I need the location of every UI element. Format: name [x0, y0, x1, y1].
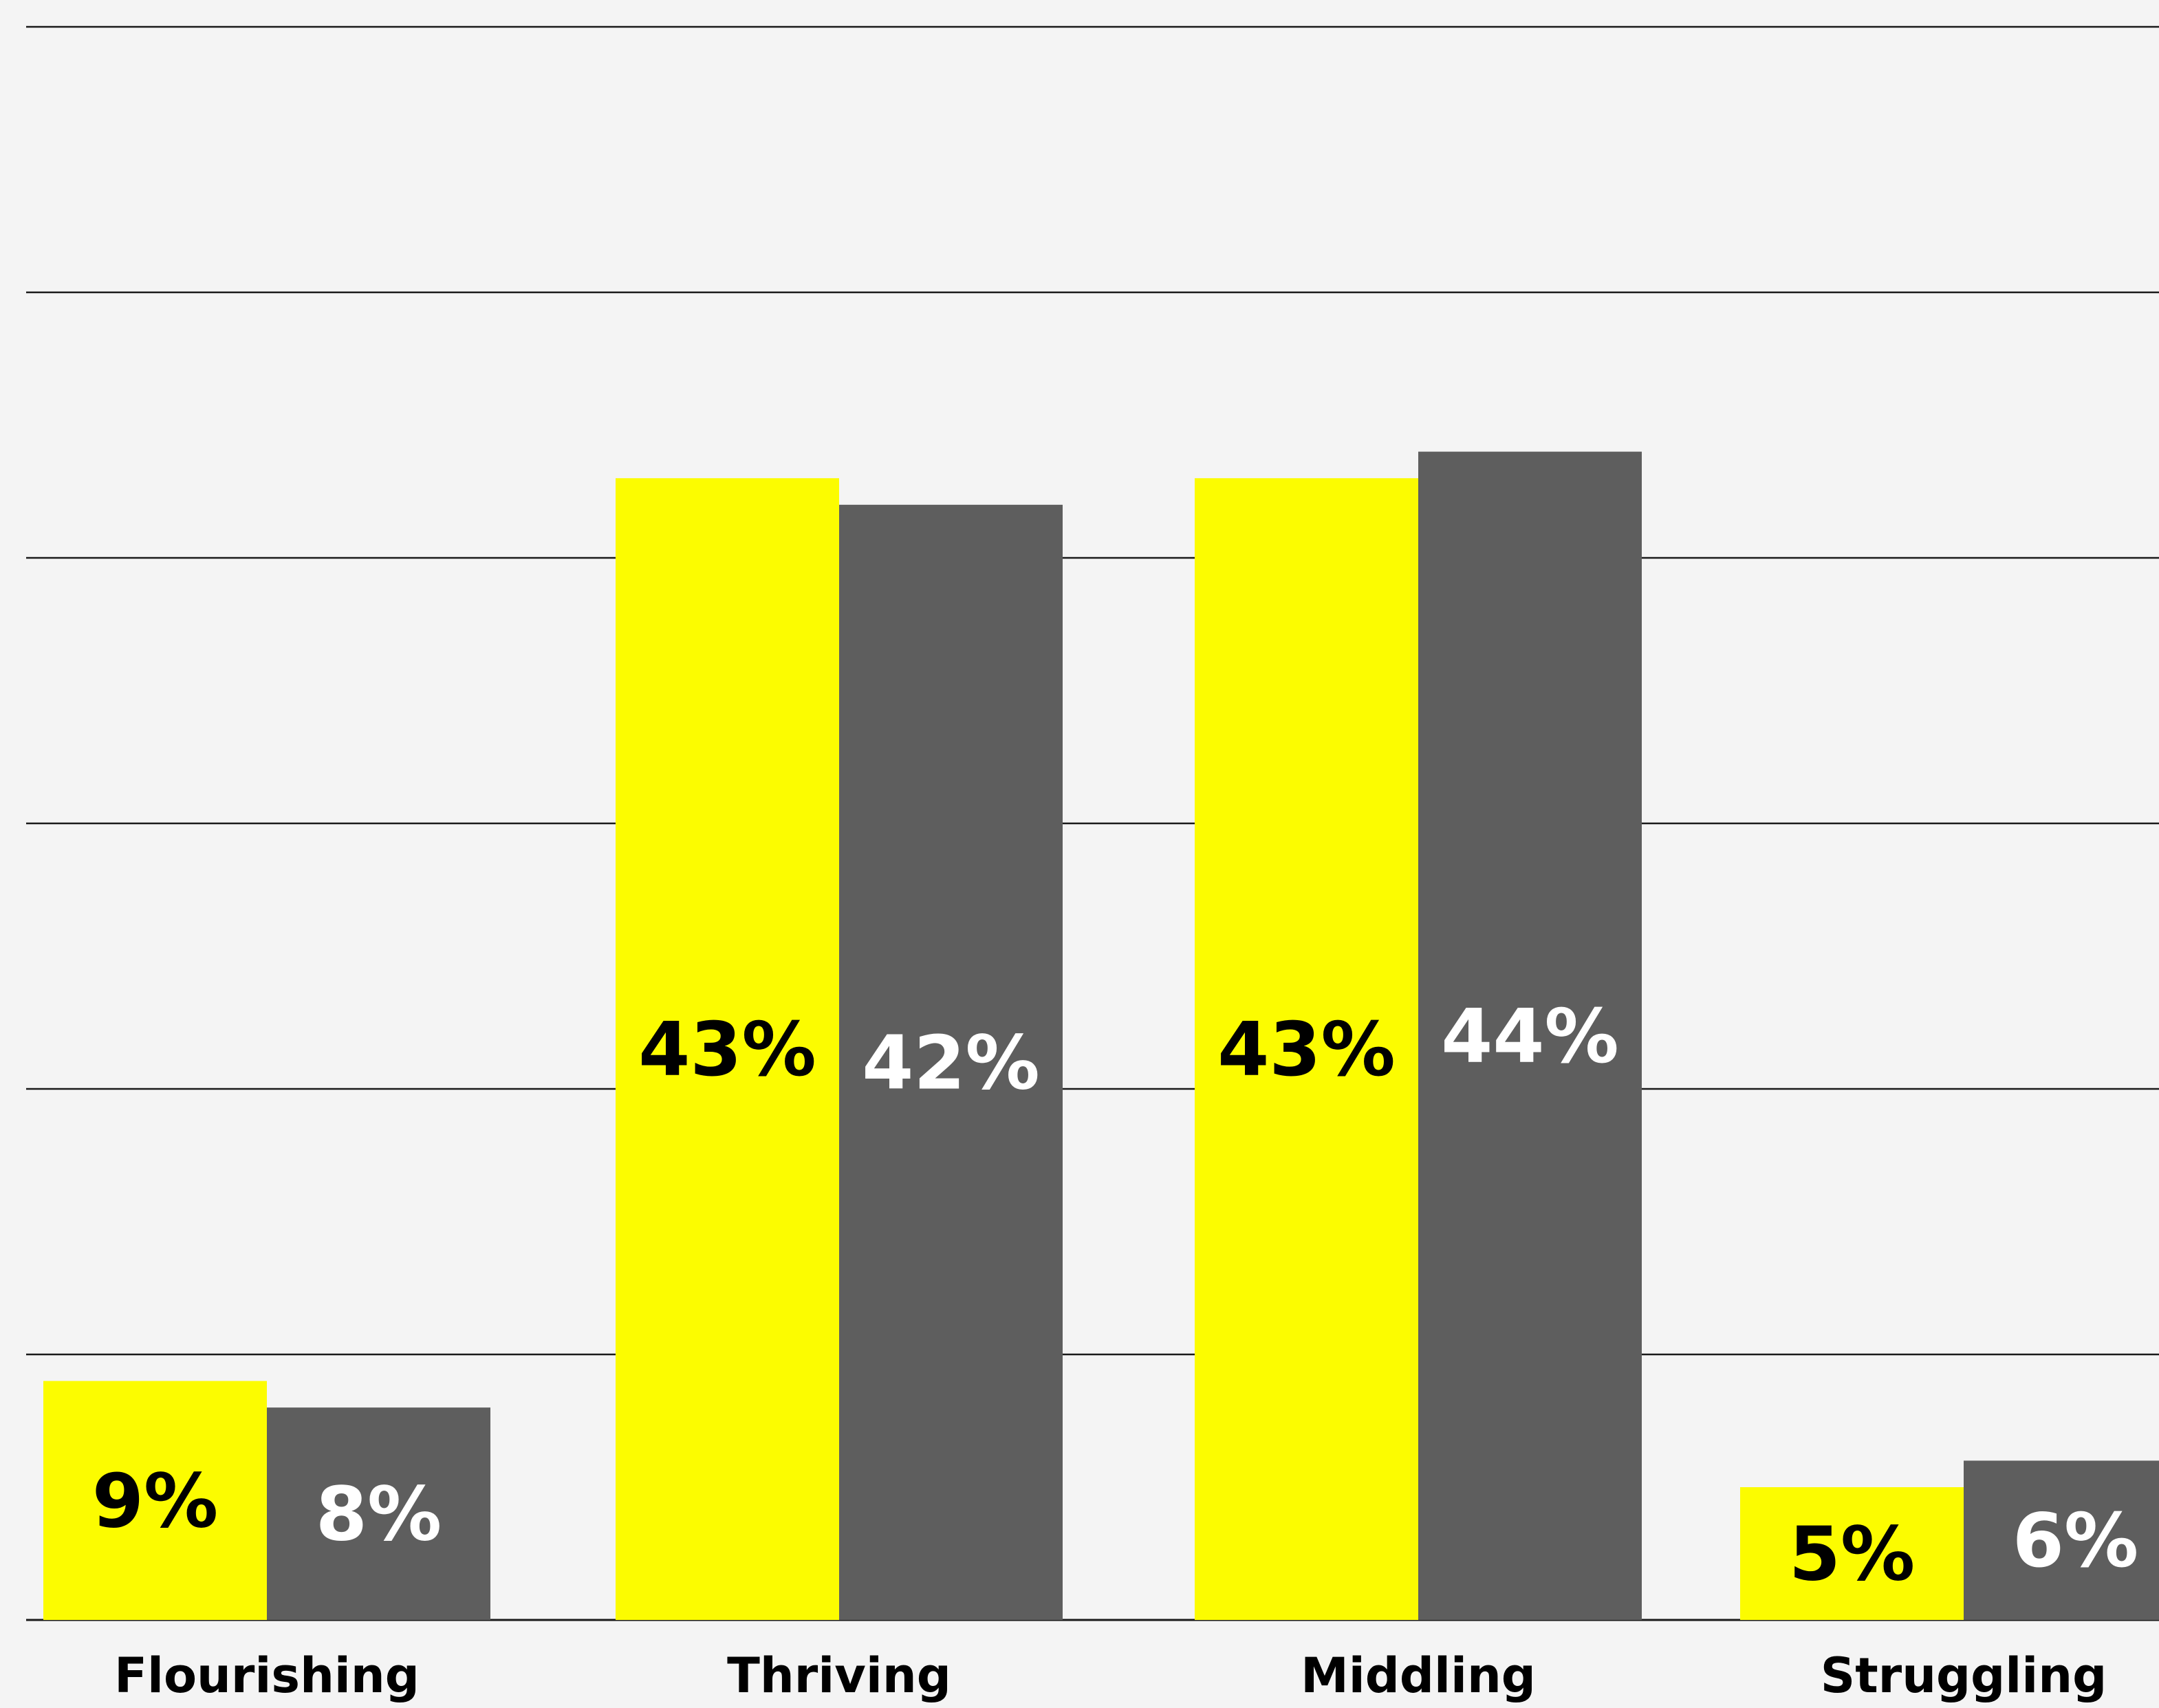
- category-label-thriving: Thriving: [727, 1647, 951, 1704]
- data-label: 8%: [316, 1472, 442, 1558]
- category-label-struggling: Struggling: [1821, 1647, 2107, 1704]
- gridlines: [26, 25, 2159, 1621]
- bar-flourishing-series-2: [267, 1407, 490, 1620]
- category-label-flourishing: Flourishing: [114, 1647, 420, 1704]
- data-label: 43%: [1217, 1007, 1396, 1093]
- data-label: 6%: [2012, 1498, 2138, 1584]
- data-label: 9%: [92, 1458, 218, 1544]
- category-labels: Flourishing Thriving Middling Struggling: [114, 1647, 2107, 1704]
- data-label: 5%: [1789, 1512, 1915, 1598]
- bar-thriving-series-2: [839, 504, 1063, 1620]
- data-label: 43%: [638, 1007, 816, 1093]
- bar-struggling-series-1: [1740, 1487, 1964, 1620]
- bar-struggling-series-2: [1964, 1460, 2159, 1620]
- data-label: 42%: [862, 1020, 1040, 1106]
- bar-flourishing-series-1: [43, 1381, 267, 1620]
- data-label: 44%: [1441, 994, 1619, 1080]
- bar-thriving-series-1: [616, 478, 839, 1621]
- data-labels: 9% 8% 43% 42% 43% 44% 5% 6%: [92, 994, 2138, 1598]
- bar-middling-series-1: [1195, 478, 1418, 1621]
- bar-middling-series-2: [1418, 451, 1642, 1620]
- bars: [43, 451, 2159, 1621]
- category-label-middling: Middling: [1301, 1647, 1536, 1704]
